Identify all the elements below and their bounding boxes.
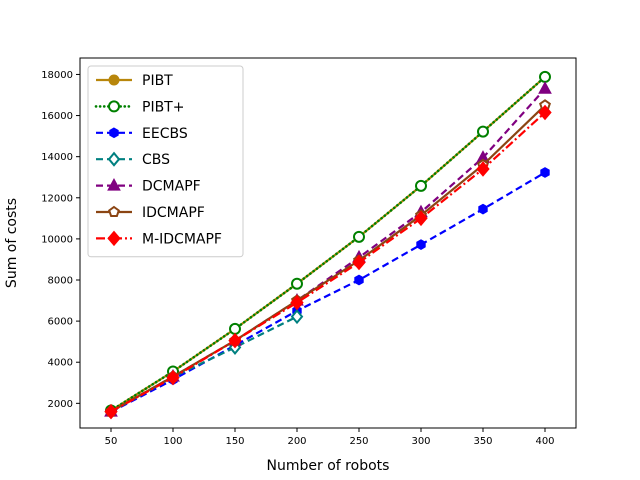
data-point xyxy=(538,104,552,121)
series-layer xyxy=(104,70,552,420)
data-point xyxy=(290,309,304,325)
y-tick-label: 16000 xyxy=(41,111,73,122)
series-line xyxy=(110,104,546,413)
series-line xyxy=(110,171,546,413)
x-tick-label: 400 xyxy=(535,436,554,447)
data-point xyxy=(290,294,304,311)
legend-marker xyxy=(109,127,119,139)
data-point xyxy=(415,179,427,192)
data-point xyxy=(291,277,303,290)
data-point xyxy=(352,254,366,271)
y-tick-label: 2000 xyxy=(48,399,73,410)
legend-item: PIBT xyxy=(96,73,173,89)
data-point xyxy=(229,322,241,335)
x-tick-label: 50 xyxy=(105,436,118,447)
x-tick-label: 100 xyxy=(163,436,182,447)
legend-label: IDCMAPF xyxy=(142,205,205,221)
legend-box xyxy=(87,65,244,258)
data-point xyxy=(478,203,488,215)
y-tick-label: 18000 xyxy=(41,70,73,81)
x-tick-label: 250 xyxy=(349,436,368,447)
series-line xyxy=(109,75,547,412)
data-point xyxy=(538,81,552,94)
series-line xyxy=(110,111,546,413)
x-tick-label: 150 xyxy=(225,436,244,447)
legend-label: PIBT xyxy=(142,73,173,89)
data-point xyxy=(540,167,550,178)
legend-label: EECBS xyxy=(142,126,188,142)
legend-marker xyxy=(107,151,121,167)
x-axis-label: Number of robots xyxy=(267,458,390,474)
data-point xyxy=(476,161,490,177)
y-tick-label: 14000 xyxy=(41,152,73,163)
legend-label: PIBT+ xyxy=(142,99,184,115)
data-point xyxy=(353,230,365,243)
y-tick-label: 4000 xyxy=(48,358,73,369)
legend-item: IDCMAPF xyxy=(96,205,205,221)
legend-marker xyxy=(108,74,120,86)
data-point xyxy=(414,210,428,227)
x-tick-label: 200 xyxy=(287,436,306,447)
data-point xyxy=(477,125,489,138)
legend-marker xyxy=(107,230,121,247)
legend-item: PIBT+ xyxy=(94,99,184,115)
x-tick-label: 300 xyxy=(411,436,430,447)
x-axis-ticks: 50 100 150 200 250 300 350 400 xyxy=(105,428,555,447)
y-axis-ticks: 2000 4000 6000 8000 10000 12000 14000 16000 1800… xyxy=(41,70,80,410)
data-point xyxy=(166,369,180,386)
y-axis-label: Sum of costs xyxy=(4,198,20,288)
legend-marker xyxy=(108,100,120,113)
legend-marker xyxy=(107,178,121,191)
y-tick-label: 6000 xyxy=(48,317,73,328)
legend-item: EECBS xyxy=(96,126,188,142)
y-tick-label: 12000 xyxy=(41,193,73,204)
legend-label: DCMAPF xyxy=(142,179,201,195)
legend-item: M-IDCMAPF xyxy=(96,230,222,247)
data-point xyxy=(539,70,551,83)
series-m-idcmapf xyxy=(104,104,552,420)
legend-marker xyxy=(108,205,120,217)
data-point xyxy=(228,332,242,349)
data-point xyxy=(416,239,426,250)
data-point xyxy=(104,403,118,420)
legend-label: CBS xyxy=(142,152,170,168)
legend: PIBT PIBT+ EECBS CBS DCMAPF IDCMAPF M-IDCMAPF xyxy=(87,65,244,258)
plot-frame xyxy=(79,57,577,429)
y-tick-label: 10000 xyxy=(41,234,73,245)
y-tick-label: 8000 xyxy=(48,276,73,287)
legend-item: DCMAPF xyxy=(96,178,201,195)
legend-label: M-IDCMAPF xyxy=(142,231,222,247)
x-tick-label: 350 xyxy=(473,436,492,447)
legend-item: CBS xyxy=(96,151,170,168)
data-point xyxy=(354,274,364,286)
